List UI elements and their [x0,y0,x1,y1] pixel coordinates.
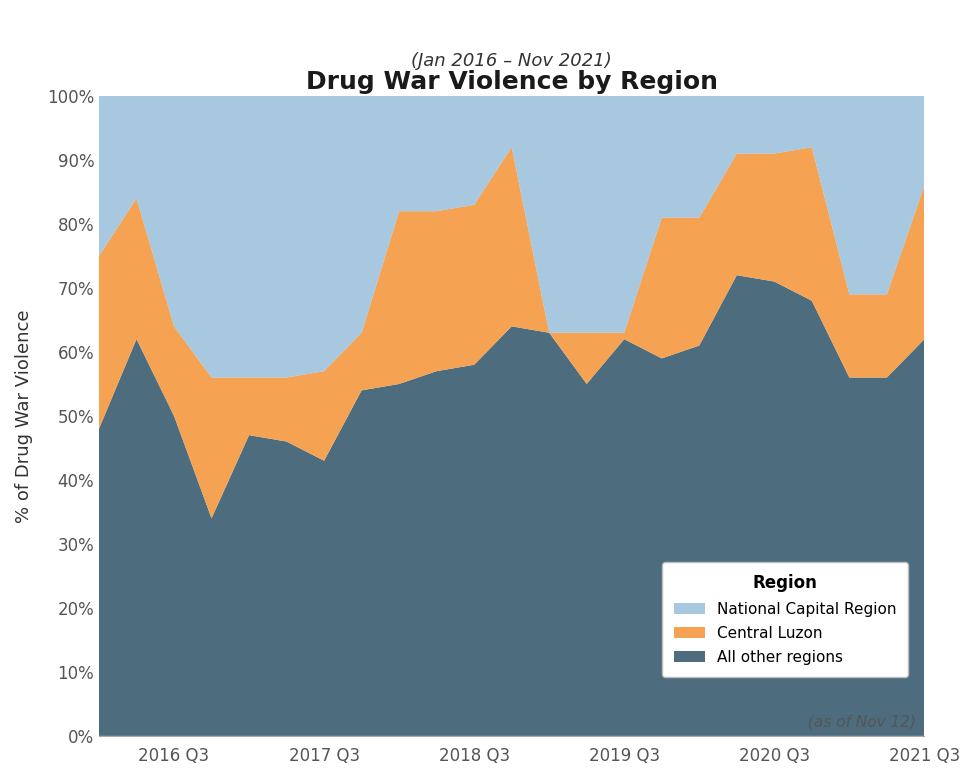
Legend: National Capital Region, Central Luzon, All other regions: National Capital Region, Central Luzon, … [662,562,909,677]
Title: Drug War Violence by Region: Drug War Violence by Region [306,70,718,94]
Y-axis label: % of Drug War Violence: % of Drug War Violence [15,309,33,523]
Text: (Jan 2016 – Nov 2021): (Jan 2016 – Nov 2021) [411,52,612,70]
Text: (as of Nov 12): (as of Nov 12) [808,714,916,729]
